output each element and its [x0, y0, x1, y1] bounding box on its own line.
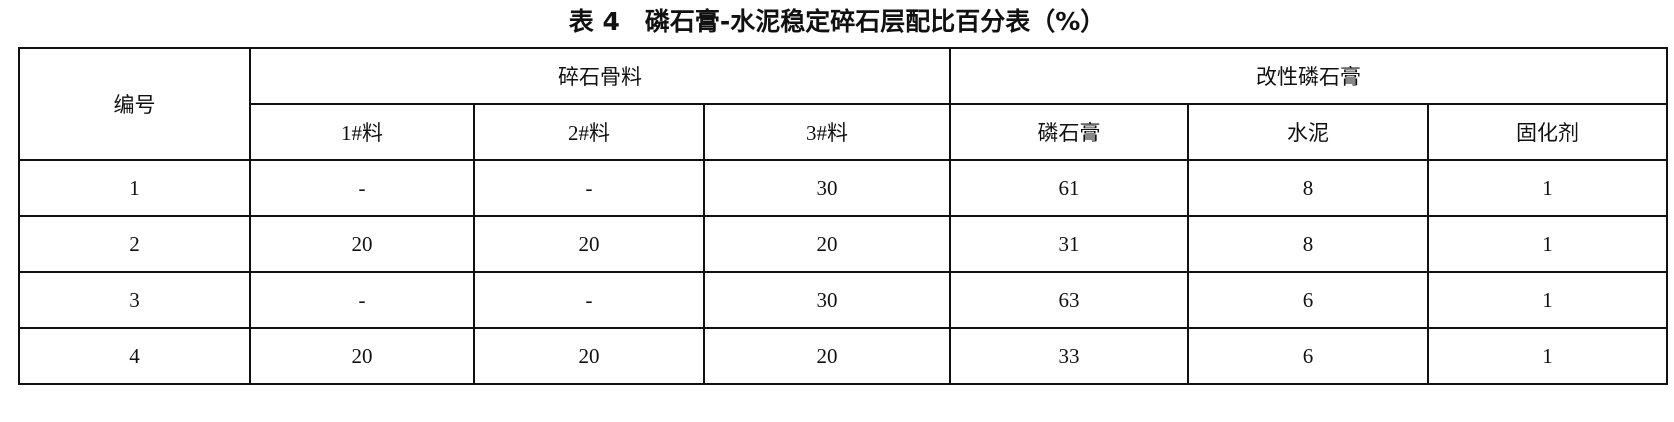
table-cell: 2: [18, 215, 251, 273]
table-row: 1- -30 61 8 1: [18, 159, 1669, 217]
table-row: 3- -30 63 6 1: [18, 271, 1669, 329]
header-col: 2#料: [473, 103, 705, 161]
table-cell: -: [249, 271, 475, 329]
header-row-columns: 1#料 2#料 3#料 磷石膏 水泥 固化剂: [19, 103, 1669, 161]
header-col: 水泥: [1187, 103, 1430, 161]
header-col: 3#料: [702, 103, 952, 161]
header-group-modified-phosphogypsum: 改性磷石膏: [949, 47, 1669, 105]
table-cell: 1: [18, 159, 251, 217]
table-cell: 1: [1427, 327, 1669, 385]
table-cell: 6: [1187, 327, 1430, 385]
table-cell: 4: [18, 327, 251, 385]
header-row-group: 编号 碎石骨料 改性磷石膏: [18, 47, 1669, 161]
table-row: 4 20 20 20 33 6 1: [18, 327, 1669, 385]
table-cell: 20: [249, 327, 475, 385]
table-cell: 20: [473, 215, 705, 273]
table-cell: -: [249, 159, 475, 217]
header-col: 固化剂: [1427, 103, 1669, 161]
table-cell: 30: [702, 159, 952, 217]
table-cell: 20: [473, 327, 705, 385]
table-cell: 61: [949, 159, 1190, 217]
table-cell: 1: [1427, 215, 1669, 273]
table-cell: 1: [1427, 271, 1669, 329]
header-group-aggregate: 碎石骨料: [248, 47, 952, 105]
table-cell: 1: [1427, 159, 1669, 217]
table-row: 2 20 20 20 31 8 1: [18, 215, 1669, 273]
table-title: 表 4 磷石膏-水泥稳定碎石层配比百分表（%）: [568, 7, 1106, 36]
table-cell: 8: [1187, 215, 1430, 273]
header-id: 编号: [18, 47, 251, 161]
table-cell: 31: [949, 215, 1190, 273]
header-col: 磷石膏: [949, 103, 1190, 161]
mix-ratio-table: 编号 碎石骨料 改性磷石膏 1#料 2#料 3#料 磷石膏 水泥 固化剂 1--…: [18, 47, 1669, 385]
table-cell: -: [473, 271, 705, 329]
table-cell: 20: [249, 215, 475, 273]
table-cell: 3: [18, 271, 251, 329]
table-cell: 8: [1187, 159, 1430, 217]
table-cell: 20: [702, 215, 952, 273]
table-cell: 63: [949, 271, 1190, 329]
table-cell: 20: [702, 327, 952, 385]
table-cell: -: [473, 159, 705, 217]
table-cell: 33: [949, 327, 1190, 385]
table-cell: 30: [702, 271, 952, 329]
table-cell: 6: [1187, 271, 1430, 329]
header-col: 1#料: [249, 103, 475, 161]
